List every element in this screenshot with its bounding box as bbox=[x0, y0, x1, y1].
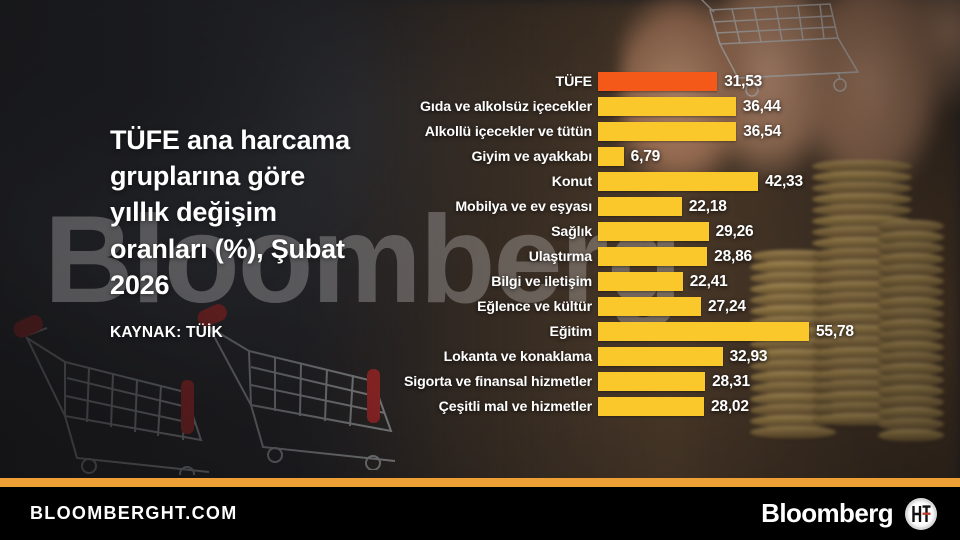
chart-bar bbox=[598, 222, 709, 241]
chart-bar bbox=[598, 247, 708, 266]
chart-bar-value: 6,79 bbox=[630, 147, 661, 165]
chart-bar bbox=[598, 172, 759, 191]
footer-bar: BLOOMBERGHT.COM Bloomberg bbox=[0, 487, 960, 540]
chart-bar-value: 55,78 bbox=[816, 322, 854, 340]
chart-row-label: Lokanta ve konaklama bbox=[443, 348, 593, 365]
chart-row: Bilgi ve iletişim 22,41 bbox=[330, 272, 940, 291]
chart-bar-wrap: 32,93 bbox=[598, 347, 940, 366]
chart-bar-value: 28,02 bbox=[710, 397, 749, 415]
chart-bar-value: 28,31 bbox=[712, 372, 750, 390]
chart-row: Sağlık 29,26 bbox=[330, 222, 940, 241]
chart-row-label: Sigorta ve finansal hizmetler bbox=[403, 373, 592, 390]
chart-bar bbox=[598, 97, 736, 116]
chart-bar bbox=[598, 322, 809, 341]
bar-chart: TÜFE 31,53 Gıda ve alkolsüz içecekler 36,44… bbox=[330, 72, 940, 422]
chart-row: Gıda ve alkolsüz içecekler 36,44 bbox=[330, 97, 940, 116]
chart-row: TÜFE 31,53 bbox=[330, 72, 940, 91]
chart-bar-wrap: 36,54 bbox=[598, 122, 940, 141]
chart-row-label: Eğitim bbox=[549, 323, 593, 340]
chart-bar-value: 36,54 bbox=[743, 122, 782, 140]
chart-row: Lokanta ve konaklama 32,93 bbox=[330, 347, 940, 366]
chart-row-label: Sağlık bbox=[551, 223, 592, 240]
chart-bar-wrap: 22,41 bbox=[598, 272, 940, 291]
chart-bar-value: 27,24 bbox=[708, 297, 746, 315]
chart-bar bbox=[598, 147, 624, 166]
chart-row-label: Alkollü içecekler ve tütün bbox=[424, 123, 592, 140]
chart-row: Mobilya ve ev eşyası 22,18 bbox=[330, 197, 940, 216]
chart-bar bbox=[598, 372, 706, 391]
chart-bar-value: 29,26 bbox=[715, 222, 754, 240]
chart-bar-value: 32,93 bbox=[729, 347, 768, 365]
chart-bar-value: 28,86 bbox=[714, 247, 752, 265]
chart-row: Giyim ve ayakkabı 6,79 bbox=[330, 147, 940, 166]
chart-row-label: Mobilya ve ev eşyası bbox=[455, 198, 592, 215]
chart-bar-value: 42,33 bbox=[765, 172, 803, 190]
chart-bar bbox=[598, 72, 718, 91]
chart-bar-wrap: 27,24 bbox=[598, 297, 940, 316]
chart-bar bbox=[598, 122, 737, 141]
footer-brand: Bloomberg bbox=[761, 497, 938, 531]
chart-bar-wrap: 42,33 bbox=[598, 172, 940, 191]
chart-bar-wrap: 28,31 bbox=[598, 372, 940, 391]
chart-bar-wrap: 28,86 bbox=[598, 247, 940, 266]
chart-bar-wrap: 29,26 bbox=[598, 222, 940, 241]
source-attribution: KAYNAK: TÜİK bbox=[110, 323, 223, 341]
chart-row-label: Giyim ve ayakkabı bbox=[471, 148, 593, 165]
footer-brand-name: Bloomberg bbox=[761, 498, 893, 528]
chart-row: Eğitim 55,78 bbox=[330, 322, 940, 341]
chart-row-label: Çeşitli mal ve hizmetler bbox=[438, 398, 592, 415]
chart-row: Sigorta ve finansal hizmetler 28,31 bbox=[330, 372, 940, 391]
chart-bar-value: 36,44 bbox=[742, 97, 781, 115]
chart-bar bbox=[598, 297, 702, 316]
chart-row-label: Bilgi ve iletişim bbox=[491, 273, 592, 290]
chart-bar-wrap: 22,18 bbox=[598, 197, 940, 216]
footer-website[interactable]: BLOOMBERGHT.COM bbox=[30, 503, 238, 523]
chart-bar-wrap: 28,02 bbox=[598, 397, 940, 416]
chart-row: Çeşitli mal ve hizmetler 28,02 bbox=[330, 397, 940, 416]
title-block: TÜFE ana harcama gruplarına göre yıllık … bbox=[110, 122, 360, 342]
footer-accent-strip bbox=[0, 478, 960, 487]
chart-row: Eğlence ve kültür 27,24 bbox=[330, 297, 940, 316]
chart-row-label: Gıda ve alkolsüz içecekler bbox=[420, 98, 592, 115]
chart-row-label: Konut bbox=[551, 173, 592, 190]
chart-row-label: Ulaştırma bbox=[528, 248, 592, 265]
chart-row: Konut 42,33 bbox=[330, 172, 940, 191]
chart-bar-wrap: 55,78 bbox=[598, 322, 940, 341]
chart-row: Ulaştırma 28,86 bbox=[330, 247, 940, 266]
chart-bar-wrap: 31,53 bbox=[598, 72, 940, 91]
chart-bar-wrap: 6,79 bbox=[598, 147, 940, 166]
chart-bar bbox=[598, 347, 723, 366]
chart-bar-value: 31,53 bbox=[724, 72, 763, 90]
chart-row-label: Eğlence ve kültür bbox=[477, 298, 592, 315]
bloomberg-ht-circle-logo-icon bbox=[905, 497, 937, 530]
chart-row-label: TÜFE bbox=[555, 73, 593, 90]
chart-bar-value: 22,41 bbox=[689, 272, 728, 290]
chart-bar bbox=[598, 397, 704, 416]
page-title: TÜFE ana harcama gruplarına göre yıllık … bbox=[110, 125, 350, 300]
chart-bar bbox=[598, 272, 683, 291]
chart-row: Alkollü içecekler ve tütün 36,54 bbox=[330, 122, 940, 141]
chart-bar bbox=[598, 197, 682, 216]
chart-bar-value: 22,18 bbox=[688, 197, 727, 215]
chart-bar-wrap: 36,44 bbox=[598, 97, 940, 116]
